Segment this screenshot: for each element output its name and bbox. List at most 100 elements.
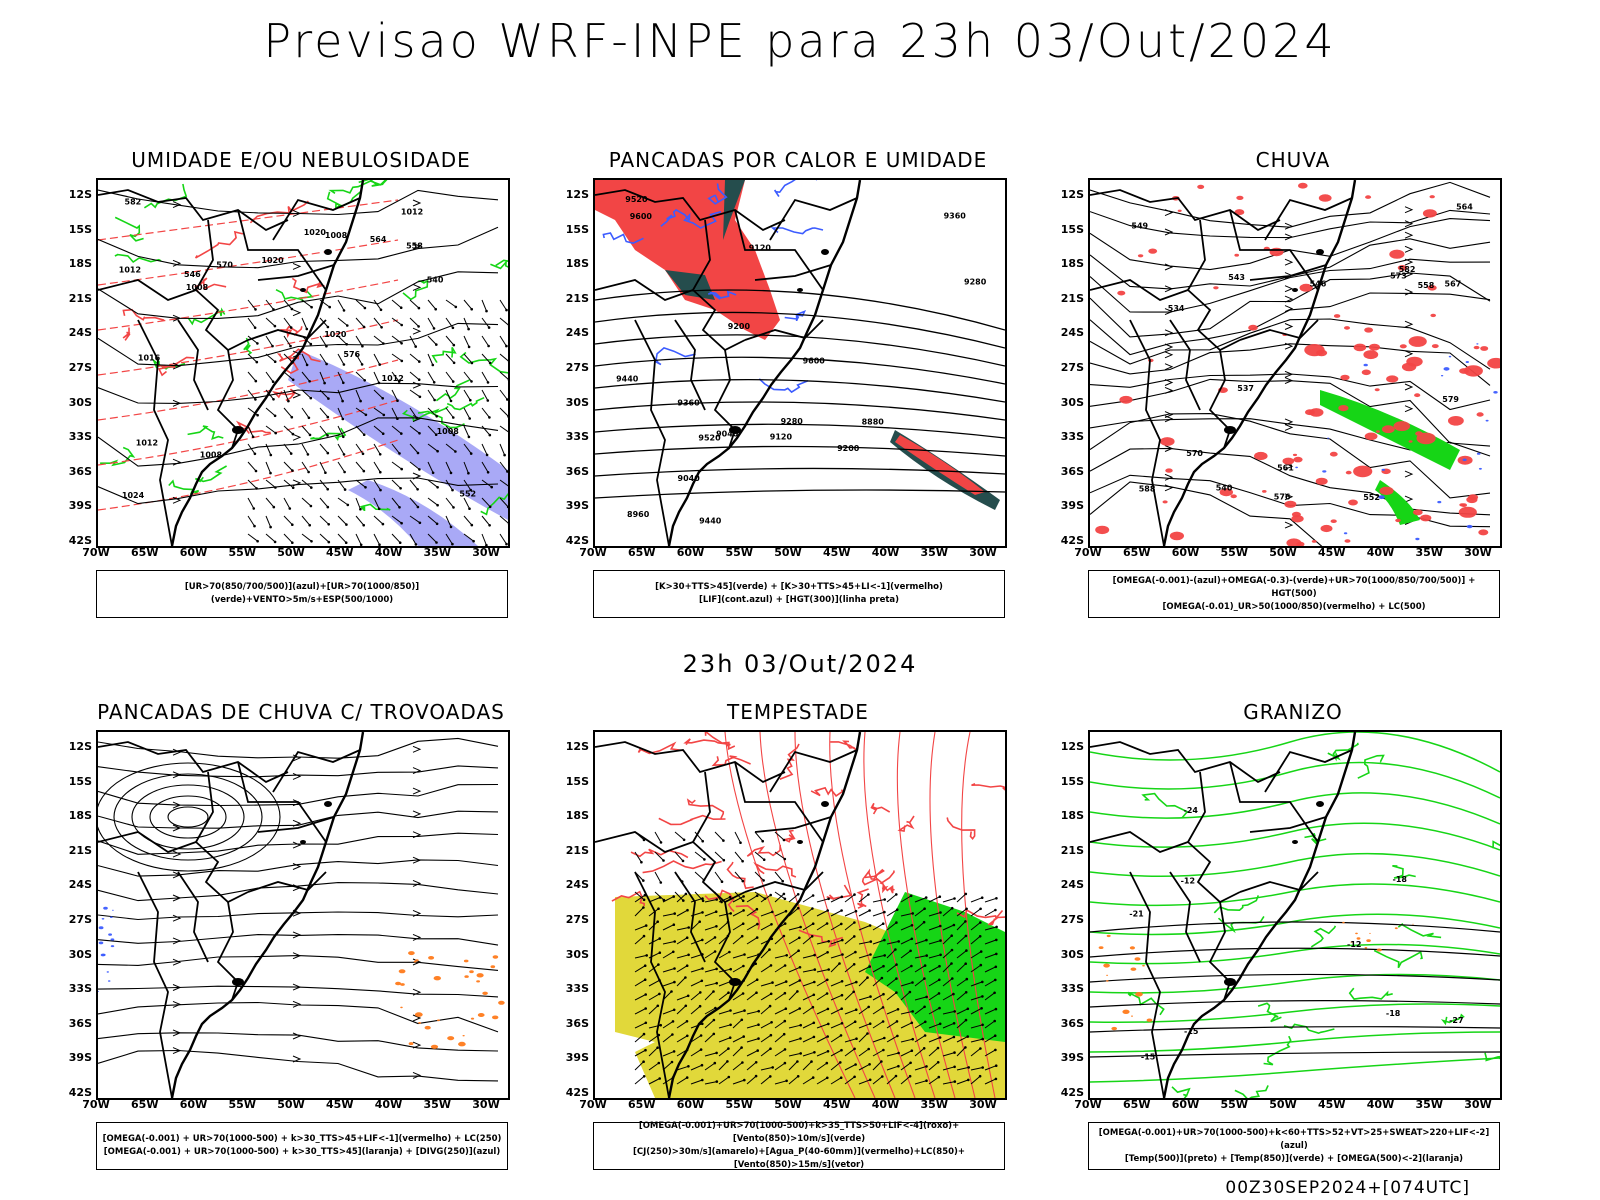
contour-label: -12 [1347,940,1361,949]
panel-legend: [UR>70(850/700/500)](azul)+[UR>70(1000/8… [96,570,508,618]
longitude-tick-label: 50W [277,1098,305,1111]
contour-label: 9360 [944,211,967,220]
longitude-tick-label: 65W [1123,546,1151,559]
legend-line: [K>30+TTS>45](verde) + [K>30+TTS>45+LI<-… [655,582,943,592]
panel-title: CHUVA [1255,148,1331,172]
contour-label: -15 [1141,1053,1156,1062]
longitude-tick-label: 65W [1123,1098,1151,1111]
contour-label: 9120 [770,433,793,442]
longitude-tick-label: 45W [823,1098,851,1111]
contour-label: 570 [1186,449,1203,458]
panel-title: PANCADAS POR CALOR E UMIDADE [608,148,988,172]
panel-title: UMIDADE E/OU NEBULOSIDADE [131,148,471,172]
forecast-map: 1012 1008 1016 1020 1008 1012 1012 1020 1008 1020… [96,178,510,548]
longitude-tick-label: 70W [579,1098,607,1111]
latitude-tick-label: 18S [565,257,589,271]
contour-label: 9200 [728,322,751,331]
contour-label: 576 [1274,492,1291,501]
latitude-tick-label: 30S [68,395,92,409]
contour-label: 561 [1277,463,1294,472]
contour-label: 9440 [616,374,639,383]
longitude-tick-label: 60W [179,546,208,559]
latitude-tick-label: 42S [565,1086,589,1099]
contour-label: -12 [1181,876,1195,885]
latitude-tick-label: 42S [68,1086,92,1099]
contour-label: 567 [1445,280,1462,289]
contour-label: 1012 [401,208,423,217]
longitude-tick-label: 30W [1464,546,1492,559]
panel-title: GRANIZO [1243,700,1343,724]
contour-label: 1012 [136,439,158,448]
longitude-tick-label: 60W [676,546,705,559]
latitude-tick-label: 15S [1060,774,1084,788]
run-info-footer: 00Z30SEP2024+[074UTC] [1225,1178,1470,1198]
contour-label: -21 [1129,910,1144,919]
forecast-map [96,730,510,1100]
contour-label: 552 [1363,493,1380,502]
latitude-tick-label: 24S [68,878,92,892]
longitude-tick-label: 40W [374,1098,403,1111]
contour-label: 9360 [677,398,700,407]
contour-label: -18 [1393,875,1408,884]
longitude-tick-label: 65W [628,1098,656,1111]
contour-label: 8880 [862,418,885,427]
contour-label: -18 [1386,1009,1401,1018]
map-canvas: 9600 9520 9440 9360 9280 9200 9120 9040 8960 8880… [595,180,1005,546]
latitude-tick-label: 12S [1060,740,1084,753]
longitude-tick-label: 65W [628,546,656,559]
longitude-tick-label: 35W [423,1098,451,1111]
map-canvas [98,732,505,1098]
contour-label: 570 [216,261,233,270]
latitude-tick-label: 12S [1060,188,1084,201]
latitude-tick-label: 12S [565,188,589,201]
latitude-tick-label: 21S [68,843,92,857]
contour-label: 564 [1456,203,1473,212]
latitude-tick-label: 21S [1060,291,1084,305]
longitude-tick-label: 40W [1366,1098,1395,1111]
contour-label: 1020 [261,256,284,265]
latitude-tick-label: 15S [565,774,589,788]
contour-label: 579 [1442,395,1459,404]
latitude-tick-label: 18S [68,809,92,823]
contour-label: 9120 [749,244,772,253]
contour-label: -27 [1449,1016,1463,1025]
latitude-tick-label: 27S [565,361,589,374]
latitude-tick-label: 39S [68,499,92,513]
contour-label: 1008 [437,427,460,436]
latitude-tick-label: 33S [1060,982,1084,996]
page-title: Previsao WRF-INPE para 23h 03/Out/2024 [263,14,1337,68]
latitude-tick-label: 42S [1060,1086,1084,1099]
latitude-tick-label: 24S [1060,326,1084,340]
longitude-tick-label: 50W [774,546,802,559]
contour-label: 552 [459,490,476,499]
legend-line: [Temp(500)](preto) + [Temp(850)](verde) … [1124,1153,1464,1164]
latitude-tick-label: 21S [565,291,589,305]
legend-line: [UR>70(850/700/500)](azul)+[UR>70(1000/8… [184,582,420,605]
longitude-tick-label: 30W [472,546,500,559]
contour-label: 1008 [200,451,223,460]
longitude-tick-label: 55W [228,546,256,559]
panel-legend: [OMEGA(-0.001)+UR>70(1000-500)+k>35_TTS>… [593,1121,1005,1170]
longitude-tick-label: 70W [579,546,607,559]
latitude-tick-label: 36S [1060,464,1084,478]
contour-label: 1012 [119,266,141,275]
longitude-tick-label: 60W [179,1098,208,1111]
contour-label: 564 [370,235,387,244]
latitude-tick-label: 42S [1060,534,1084,547]
latitude-tick-label: 42S [68,534,92,547]
panel-legend: [K>30+TTS>45](verde) + [K>30+TTS>45+LI<-… [593,570,1005,618]
longitude-tick-label: 60W [1171,546,1200,559]
contour-label: 543 [1228,273,1245,282]
panel-legend: [OMEGA(-0.001)+UR>70(1000-500)+k<60+TTS>… [1088,1122,1500,1170]
latitude-tick-label: 21S [68,291,92,305]
map-canvas: 1012100810161020100810121012102010081020… [98,180,508,546]
latitude-tick-label: 24S [565,326,589,340]
longitude-tick-label: 30W [472,1098,500,1111]
latitude-tick-label: 33S [565,430,589,444]
longitude-tick-label: 45W [326,1098,354,1111]
contour-label: 9600 [803,356,826,365]
latitude-tick-label: 18S [1060,257,1084,271]
longitude-tick-label: 55W [725,546,753,559]
contour-label: 9600 [630,212,653,221]
longitude-tick-label: 35W [1415,1098,1443,1111]
